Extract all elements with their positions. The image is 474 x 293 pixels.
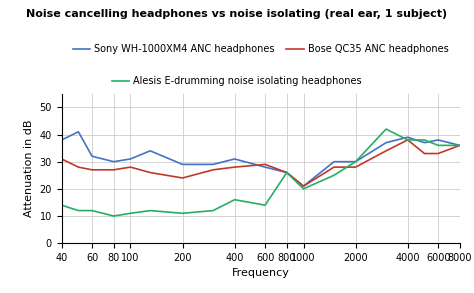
Alesis E-drumming noise isolating headphones [210, 209, 216, 212]
Sony WH-1000XM4 ANC headphones [301, 184, 306, 188]
Alesis E-drumming noise isolating headphones [111, 214, 117, 218]
Alesis E-drumming noise isolating headphones [89, 209, 95, 212]
Bose QC35 ANC headphones [75, 165, 81, 169]
Alesis E-drumming noise isolating headphones [421, 138, 427, 142]
Bose QC35 ANC headphones [284, 171, 290, 174]
Sony WH-1000XM4 ANC headphones [262, 165, 268, 169]
Alesis E-drumming noise isolating headphones [75, 209, 81, 212]
Alesis E-drumming noise isolating headphones [128, 212, 133, 215]
Sony WH-1000XM4 ANC headphones [405, 135, 410, 139]
Sony WH-1000XM4 ANC headphones [331, 160, 337, 163]
Alesis E-drumming noise isolating headphones [232, 198, 237, 202]
Bose QC35 ANC headphones [232, 165, 237, 169]
Bose QC35 ANC headphones [210, 168, 216, 172]
Line: Sony WH-1000XM4 ANC headphones: Sony WH-1000XM4 ANC headphones [62, 132, 460, 186]
Line: Bose QC35 ANC headphones: Bose QC35 ANC headphones [62, 140, 460, 186]
Sony WH-1000XM4 ANC headphones [284, 171, 290, 174]
Alesis E-drumming noise isolating headphones [59, 203, 64, 207]
Alesis E-drumming noise isolating headphones [331, 173, 337, 177]
Bose QC35 ANC headphones [457, 144, 463, 147]
Sony WH-1000XM4 ANC headphones [128, 157, 133, 161]
Alesis E-drumming noise isolating headphones [262, 203, 268, 207]
X-axis label: Frequency: Frequency [232, 268, 290, 278]
Sony WH-1000XM4 ANC headphones [421, 141, 427, 144]
Sony WH-1000XM4 ANC headphones [232, 157, 237, 161]
Alesis E-drumming noise isolating headphones [435, 144, 441, 147]
Sony WH-1000XM4 ANC headphones [457, 144, 463, 147]
Alesis E-drumming noise isolating headphones [301, 187, 306, 191]
Sony WH-1000XM4 ANC headphones [59, 138, 64, 142]
Alesis E-drumming noise isolating headphones [405, 138, 410, 142]
Line: Alesis E-drumming noise isolating headphones: Alesis E-drumming noise isolating headph… [62, 129, 460, 216]
Bose QC35 ANC headphones [383, 149, 389, 153]
Bose QC35 ANC headphones [421, 152, 427, 155]
Sony WH-1000XM4 ANC headphones [383, 141, 389, 144]
Bose QC35 ANC headphones [89, 168, 95, 172]
Sony WH-1000XM4 ANC headphones [210, 163, 216, 166]
Alesis E-drumming noise isolating headphones [457, 144, 463, 147]
Bose QC35 ANC headphones [405, 138, 410, 142]
Sony WH-1000XM4 ANC headphones [75, 130, 81, 134]
Bose QC35 ANC headphones [128, 165, 133, 169]
Sony WH-1000XM4 ANC headphones [147, 149, 153, 153]
Sony WH-1000XM4 ANC headphones [180, 163, 185, 166]
Bose QC35 ANC headphones [353, 165, 358, 169]
Alesis E-drumming noise isolating headphones [180, 212, 185, 215]
Alesis E-drumming noise isolating headphones [147, 209, 153, 212]
Bose QC35 ANC headphones [262, 163, 268, 166]
Legend: Alesis E-drumming noise isolating headphones: Alesis E-drumming noise isolating headph… [108, 72, 366, 90]
Alesis E-drumming noise isolating headphones [284, 171, 290, 174]
Bose QC35 ANC headphones [147, 171, 153, 174]
Alesis E-drumming noise isolating headphones [383, 127, 389, 131]
Bose QC35 ANC headphones [435, 152, 441, 155]
Sony WH-1000XM4 ANC headphones [111, 160, 117, 163]
Sony WH-1000XM4 ANC headphones [435, 138, 441, 142]
Bose QC35 ANC headphones [59, 157, 64, 161]
Bose QC35 ANC headphones [111, 168, 117, 172]
Bose QC35 ANC headphones [331, 165, 337, 169]
Sony WH-1000XM4 ANC headphones [89, 154, 95, 158]
Bose QC35 ANC headphones [301, 184, 306, 188]
Bose QC35 ANC headphones [180, 176, 185, 180]
Alesis E-drumming noise isolating headphones [353, 160, 358, 163]
Sony WH-1000XM4 ANC headphones [353, 160, 358, 163]
Y-axis label: Attenuation in dB: Attenuation in dB [24, 120, 34, 217]
Legend: Sony WH-1000XM4 ANC headphones, Bose QC35 ANC headphones: Sony WH-1000XM4 ANC headphones, Bose QC3… [69, 40, 453, 58]
Text: Noise cancelling headphones vs noise isolating (real ear, 1 subject): Noise cancelling headphones vs noise iso… [27, 9, 447, 19]
